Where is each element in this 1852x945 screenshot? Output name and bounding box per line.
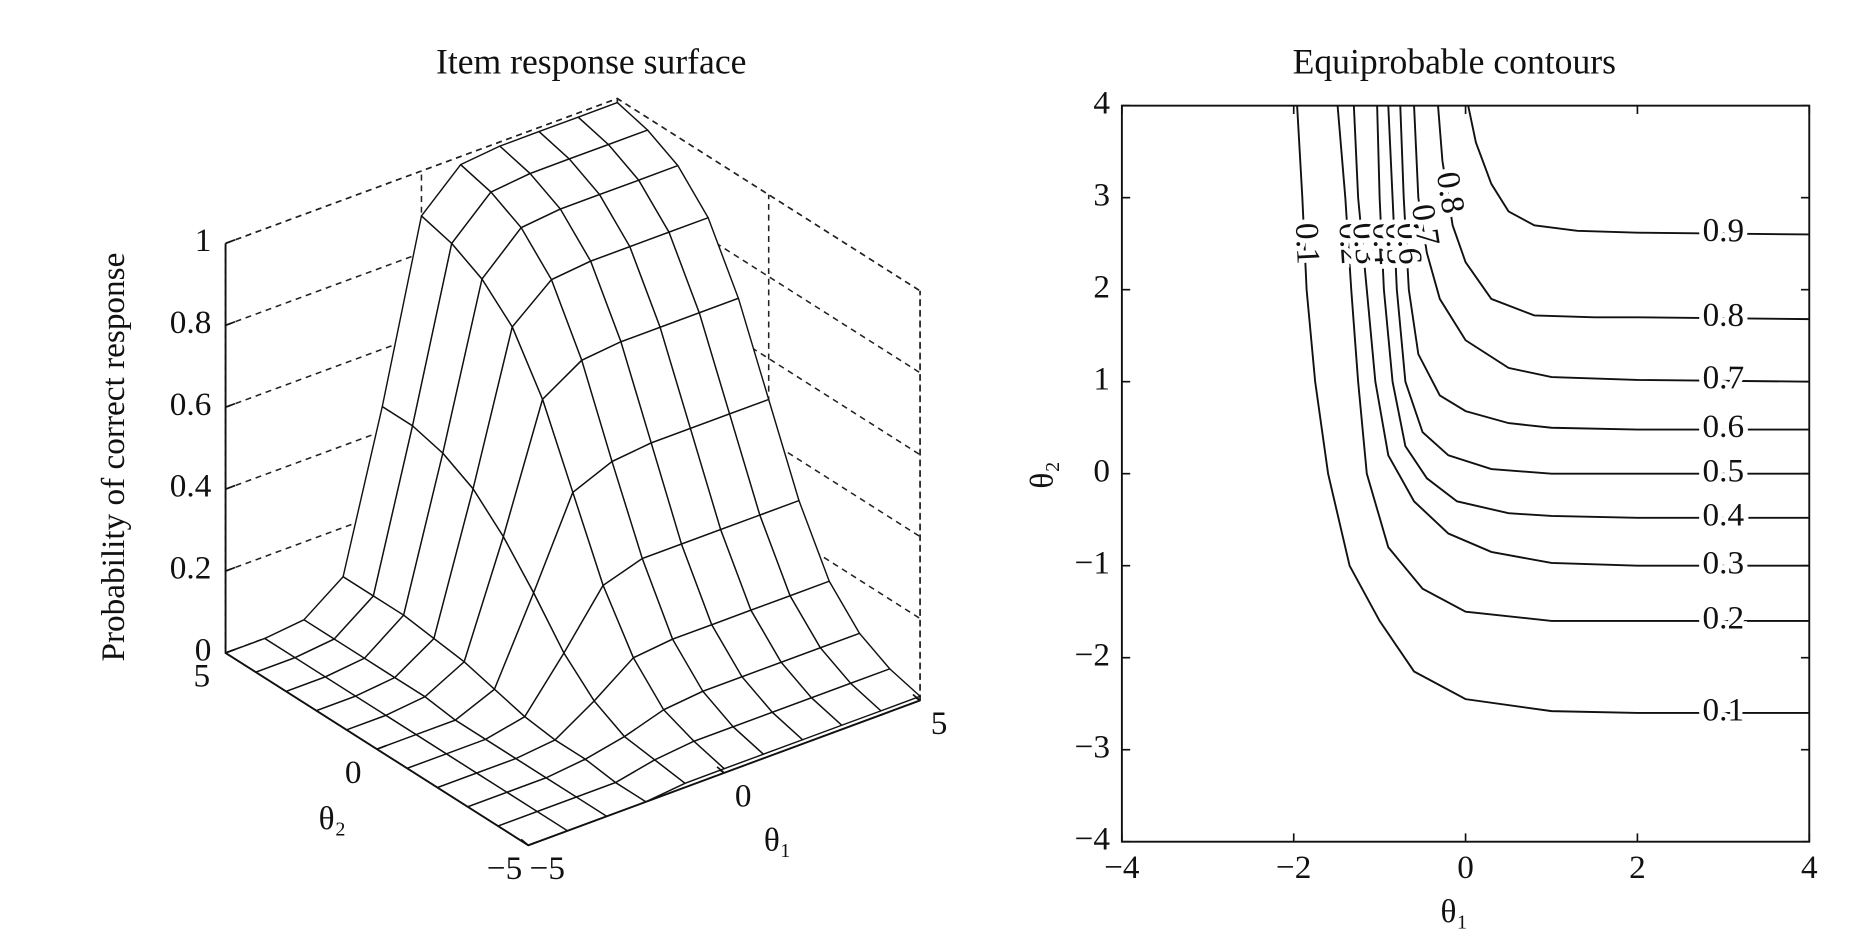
contour-label: 0.8 (1702, 297, 1744, 334)
contour-label: 0.9 (1702, 212, 1744, 249)
x-tick-label: 0 (1457, 849, 1474, 886)
y-tick-label: 1 (1093, 360, 1110, 397)
y-tick-label: 5 (194, 658, 211, 695)
tick-mark (225, 239, 236, 245)
tick-mark (225, 402, 236, 408)
contour-label: 0.4 (1703, 496, 1745, 533)
contour-label: 0.1 (1703, 692, 1745, 729)
x-tick-label: −5 (530, 850, 565, 887)
y-tick-label: 0 (1093, 452, 1110, 489)
y-tick-label: 2 (1093, 268, 1110, 305)
contour-label: 0.8 (1429, 169, 1472, 216)
contour-label: 0.2 (1703, 600, 1745, 637)
tick-mark (520, 838, 529, 846)
y-tick-label: −5 (487, 850, 522, 887)
contour-line (1399, 105, 1810, 431)
x-tick-label: −4 (1104, 849, 1140, 886)
contour-label: 0.5 (1703, 452, 1745, 489)
y-axis-label: θ₂ (319, 800, 347, 837)
contour-line (1437, 105, 1810, 321)
z-tick-label: 0.2 (170, 550, 212, 587)
tick-mark (225, 320, 236, 327)
contour-line (1467, 105, 1810, 236)
contour-label: 0.7 (1702, 359, 1744, 396)
contour-line (1387, 105, 1810, 475)
contour-line (1413, 105, 1810, 383)
chart-title: Equiprobable contours (1293, 41, 1616, 81)
z-tick-label: 0 (195, 632, 212, 669)
contour-line (1376, 105, 1810, 519)
y-tick-label: −3 (1075, 728, 1110, 765)
y-tick-label: 4 (1093, 84, 1110, 121)
contour-line (1336, 105, 1810, 622)
z-axis-label: Probability of correct response (95, 253, 132, 662)
y-tick-label: 3 (1093, 176, 1110, 213)
x-tick-label: 5 (931, 705, 948, 742)
tick-mark (225, 648, 236, 654)
tick-mark (376, 744, 387, 750)
contour-line (1296, 105, 1810, 714)
x-tick-label: 0 (735, 778, 752, 815)
tick-mark (912, 693, 921, 702)
contour-label: 0.3 (1703, 544, 1745, 581)
y-tick-label: 0 (345, 754, 362, 791)
z-tick-label: 0.6 (170, 386, 212, 423)
tick-mark (225, 484, 236, 490)
y-axis-label: θ₂ (1023, 461, 1060, 489)
contour-label: 0.4 (1365, 222, 1404, 266)
contour-label: 0.1 (1288, 222, 1327, 265)
x-tick-label: 2 (1629, 849, 1646, 886)
contour-label: 0.5 (1378, 222, 1417, 265)
z-tick-label: 0.4 (170, 468, 212, 505)
y-tick-label: −2 (1075, 636, 1110, 673)
x-tick-label: 4 (1801, 849, 1818, 886)
contour-line (1352, 105, 1810, 567)
y-tick-label: −4 (1075, 820, 1111, 857)
tick-mark (225, 566, 236, 572)
y-tick-label: −1 (1075, 544, 1110, 581)
z-tick-label: 0.8 (170, 304, 212, 341)
z-tick-label: 1 (195, 222, 212, 259)
x-tick-label: −2 (1276, 849, 1311, 886)
chart-title: Item response surface (436, 41, 746, 81)
x-axis-label: θ₁ (1441, 893, 1469, 930)
contour-label: 0.6 (1703, 408, 1745, 445)
tick-mark (528, 840, 539, 847)
x-axis-label: θ₁ (764, 822, 792, 859)
contour-label: 0.3 (1345, 221, 1386, 266)
tick-mark (716, 766, 725, 774)
